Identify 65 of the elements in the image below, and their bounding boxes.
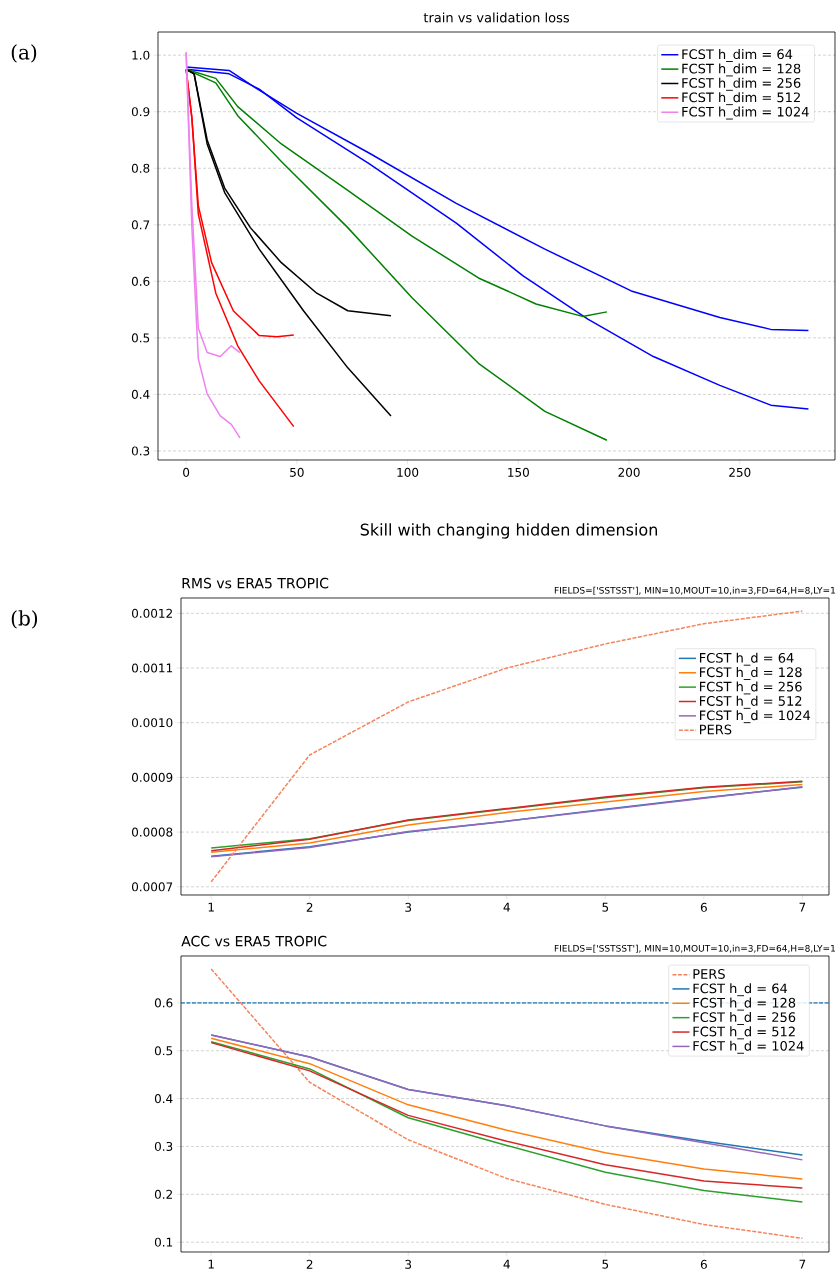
y-tick-label: 0.2 [154,1189,172,1199]
text: Skill with changing hidden dimension [360,523,657,539]
legend-label: FCST h_d = 1024 [693,1040,804,1054]
x-tick-label: 1 [208,902,214,912]
y-tick-label: 0.9 [131,107,150,117]
legend-label: PERS [693,969,725,979]
x-tick-label: 200 [618,467,640,477]
y-tick-label: 0.3 [154,1141,173,1152]
y-tick-label: 0.6 [131,276,150,286]
legend-label: FCST h_dim = 1024 [682,106,809,120]
legend-label: PERS [699,724,732,735]
legend-label: FCST h_d = 128 [693,997,796,1011]
y-tick-label: 0.8 [131,163,150,173]
x-tick-label: 3 [405,902,412,912]
chart-title: RMS vs ERA5 TROPIC [182,577,329,589]
x-tick-label: 4 [503,902,510,912]
x-tick-label: 4 [503,1259,510,1269]
y-tick-label: 0.0007 [131,882,173,892]
chart-title: ACC vs ERA5 TROPIC [181,935,327,947]
y-tick-label: 0.4 [131,389,150,399]
x-tick-label: 7 [799,902,806,912]
y-tick-label: 0.4 [154,1094,173,1104]
chart-subtitle: FIELDS=['SSTSST'], MIN=10,MOUT=10,in=3,FD=64,H=8,LY=1 [554,944,835,953]
y-tick-label: 0.0009 [131,772,173,782]
x-tick-label: 50 [290,467,304,477]
y-tick-label: 0.5 [131,333,150,343]
text: (a) [11,44,37,63]
legend-label: FCST h_dim = 128 [682,63,801,77]
y-tick-label: 1.0 [132,50,150,60]
y-tick-label: 0.1 [154,1237,173,1247]
legend-label: FCST h_d = 512 [693,1026,795,1040]
y-tick-label: 0.7 [131,220,150,230]
chart-subtitle: FIELDS=['SSTSST'], MIN=10,MOUT=10,in=3,FD=64,H=8,LY=1 [554,586,835,595]
x-tick-label: 250 [729,467,751,477]
x-tick-label: 2 [306,902,313,912]
legend-label: FCST h_d = 128 [699,667,802,681]
y-tick-label: 0.0008 [131,827,173,837]
x-tick-label: 5 [602,1259,609,1269]
x-tick-label: 6 [700,902,707,912]
legend-label: FCST h_dim = 64 [682,49,793,62]
text: (b) [11,610,38,629]
legend-label: FCST h_d = 256 [699,681,802,695]
x-tick-label: 1 [208,1259,214,1269]
y-tick-label: 0.0011 [131,663,173,673]
y-tick-label: 0.0012 [131,608,172,618]
x-tick-label: 100 [397,467,419,477]
legend-label: FCST h_d = 64 [693,983,788,997]
chart-title: train vs validation loss [423,12,569,23]
y-tick-label: 0.0010 [131,718,173,728]
x-tick-label: 2 [306,1259,313,1269]
y-tick-label: 0.3 [131,446,150,456]
y-tick-label: 0.5 [154,1046,173,1056]
x-tick-label: 6 [700,1259,707,1269]
legend-label: FCST h_d = 64 [699,652,794,666]
x-tick-label: 150 [508,467,529,477]
legend-label: FCST h_d = 256 [693,1011,796,1025]
x-tick-label: 5 [602,902,609,912]
legend-label: FCST h_d = 512 [699,695,802,709]
legend-label: FCST h_dim = 256 [682,77,801,91]
x-tick-label: 3 [405,1259,412,1269]
x-tick-label: 0 [183,467,190,477]
legend-label: FCST h_dim = 512 [682,92,800,106]
legend-label: FCST h_d = 1024 [699,710,811,724]
x-tick-label: 7 [799,1259,806,1269]
y-tick-label: 0.6 [154,998,173,1008]
